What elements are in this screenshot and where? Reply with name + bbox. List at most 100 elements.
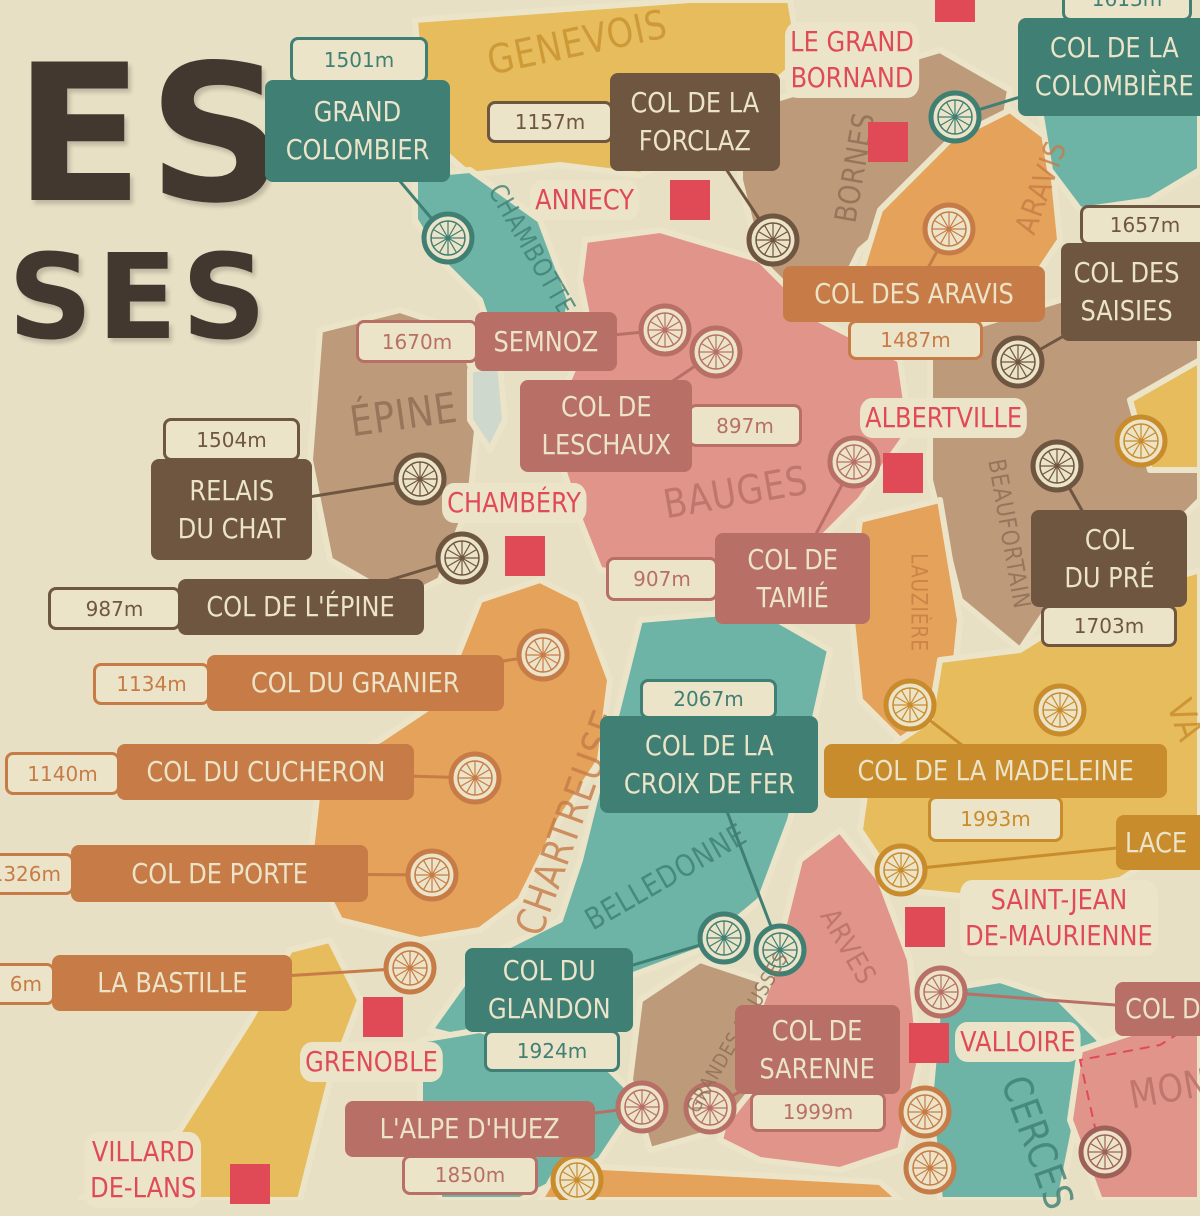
bicycle-wheel-icon bbox=[991, 335, 1045, 389]
col-name: COL DE SARENNE bbox=[759, 1013, 876, 1085]
bicycle-wheel-icon bbox=[898, 1085, 952, 1139]
city-label: VALLOIRE bbox=[955, 1022, 1081, 1062]
col-label[interactable]: COL DES ARAVIS bbox=[783, 266, 1045, 322]
poster-title-line-1: ES bbox=[14, 24, 289, 245]
col-altitude: 1140m bbox=[5, 752, 120, 795]
bicycle-wheel-icon bbox=[1033, 683, 1087, 737]
col-altitude: 1703m bbox=[1041, 605, 1177, 647]
city-marker bbox=[363, 997, 403, 1037]
col-label[interactable]: LA BASTILLE bbox=[52, 955, 292, 1011]
bicycle-wheel-icon bbox=[883, 678, 937, 732]
col-name: COL DE TAMIÉ bbox=[747, 542, 838, 614]
city-label: CHAMBÉRY bbox=[442, 483, 587, 523]
col-label[interactable]: COL DU GLANDON bbox=[465, 948, 633, 1032]
col-label[interactable]: COL DU GRANIER bbox=[207, 655, 504, 711]
bicycle-wheel-icon bbox=[421, 211, 475, 265]
city-label: SAINT-JEAN DE-MAURIENNE bbox=[960, 880, 1158, 956]
col-label[interactable]: COL DE LA MADELEINE bbox=[824, 744, 1167, 798]
col-name: COL DE LA FORCLAZ bbox=[630, 86, 760, 157]
city-label: GRENOBLE bbox=[300, 1042, 444, 1082]
city-label: VILLARD DE-LANS bbox=[85, 1132, 202, 1208]
col-label[interactable]: COL DE TAMIÉ bbox=[715, 533, 870, 624]
col-name: COL DE LA CROIX DE FER bbox=[623, 728, 795, 800]
region-shape-upper-teal bbox=[1037, 97, 1200, 213]
city-marker bbox=[868, 122, 908, 162]
col-name: COL DU CUCHERON bbox=[146, 755, 385, 788]
col-label[interactable]: COL DE LA COLOMBIÈRE bbox=[1018, 18, 1200, 116]
col-name: COL DES SAISIES bbox=[1073, 256, 1180, 327]
col-altitude: 2067m bbox=[640, 679, 777, 719]
col-name: COL DES ARAVIS bbox=[814, 277, 1014, 310]
col-altitude: 6m bbox=[0, 963, 55, 1005]
bicycle-wheel-icon bbox=[448, 751, 502, 805]
col-name: L'ALPE D'HUEZ bbox=[380, 1112, 560, 1145]
bicycle-wheel-icon bbox=[550, 1153, 604, 1200]
col-name: COL DE L'ÉPINE bbox=[206, 590, 396, 623]
bicycle-wheel-icon bbox=[638, 303, 692, 357]
col-altitude: 907m bbox=[606, 557, 718, 601]
bicycle-wheel-icon bbox=[1078, 1125, 1132, 1179]
col-label[interactable]: COL DE LA FORCLAZ bbox=[610, 73, 780, 171]
col-label[interactable]: COL DU CUCHERON bbox=[117, 744, 414, 800]
col-name: COL DE LA COLOMBIÈRE bbox=[1034, 31, 1194, 102]
col-altitude: 1670m bbox=[356, 320, 478, 363]
bicycle-wheel-icon bbox=[516, 628, 570, 682]
bicycle-wheel-icon bbox=[393, 452, 447, 506]
city-marker bbox=[905, 907, 945, 947]
bicycle-wheel-icon bbox=[874, 843, 928, 897]
bicycle-wheel-icon bbox=[1114, 414, 1168, 468]
bicycle-wheel-icon bbox=[689, 325, 743, 379]
city-marker bbox=[505, 536, 545, 576]
bicycle-wheel-icon bbox=[697, 911, 751, 965]
col-label[interactable]: COL DE PORTE bbox=[71, 845, 368, 902]
col-name: LA BASTILLE bbox=[96, 966, 248, 999]
col-altitude: 897m bbox=[688, 404, 802, 447]
col-altitude: 1134m bbox=[93, 663, 210, 705]
col-altitude: 1924m bbox=[484, 1030, 620, 1072]
col-altitude: 1487m bbox=[848, 320, 983, 360]
col-altitude: 1999m bbox=[750, 1092, 886, 1132]
region-shape-bottom-orange bbox=[537, 1162, 903, 1200]
col-altitude: 1993m bbox=[928, 796, 1063, 842]
city-marker bbox=[935, 0, 975, 22]
col-name: COL D bbox=[1125, 992, 1200, 1025]
city-label: ALBERTVILLE bbox=[860, 398, 1028, 438]
col-altitude: 987m bbox=[48, 587, 181, 630]
city-marker bbox=[909, 1023, 949, 1063]
col-label[interactable]: COL DE SARENNE bbox=[735, 1005, 900, 1094]
bicycle-wheel-icon bbox=[746, 213, 800, 267]
col-name: COL DE LA MADELEINE bbox=[857, 754, 1134, 787]
bicycle-wheel-icon bbox=[683, 1081, 737, 1135]
bicycle-wheel-icon bbox=[914, 965, 968, 1019]
col-altitude: 1326m bbox=[0, 853, 74, 895]
city-label: LE GRAND BORNAND bbox=[785, 22, 920, 98]
region-label: LAUZIÈRE bbox=[905, 553, 931, 652]
col-label[interactable]: COL D bbox=[1115, 982, 1200, 1036]
col-label[interactable]: SEMNOZ bbox=[475, 312, 617, 371]
col-altitude: 1504m bbox=[163, 418, 300, 461]
col-label[interactable]: LACE bbox=[1116, 815, 1200, 870]
bicycle-wheel-icon bbox=[928, 90, 982, 144]
bicycle-wheel-icon bbox=[405, 848, 459, 902]
col-name: SEMNOZ bbox=[493, 324, 599, 358]
city-label: ANNECY bbox=[530, 180, 640, 220]
bicycle-wheel-icon bbox=[615, 1080, 669, 1134]
col-label[interactable]: COL DE L'ÉPINE bbox=[178, 579, 424, 635]
col-label[interactable]: L'ALPE D'HUEZ bbox=[345, 1101, 595, 1157]
col-label[interactable]: COL DU PRÉ bbox=[1031, 510, 1187, 607]
bicycle-wheel-icon bbox=[1030, 439, 1084, 493]
col-altitude: 1157m bbox=[487, 101, 613, 143]
col-label[interactable]: COL DE LESCHAUX bbox=[520, 380, 692, 472]
bicycle-wheel-icon bbox=[383, 941, 437, 995]
col-name: COL DE PORTE bbox=[131, 856, 308, 890]
col-label[interactable]: RELAIS DU CHAT bbox=[151, 459, 312, 560]
col-label[interactable]: COL DE LA CROIX DE FER bbox=[600, 716, 818, 813]
col-name: COL DU GRANIER bbox=[251, 666, 460, 699]
col-label[interactable]: GRAND COLOMBIER bbox=[265, 80, 450, 182]
city-marker bbox=[883, 453, 923, 493]
city-marker bbox=[670, 180, 710, 220]
col-label[interactable]: COL DES SAISIES bbox=[1061, 243, 1200, 341]
bicycle-wheel-icon bbox=[827, 435, 881, 489]
bicycle-wheel-icon bbox=[753, 923, 807, 977]
bicycle-wheel-icon bbox=[922, 202, 976, 256]
